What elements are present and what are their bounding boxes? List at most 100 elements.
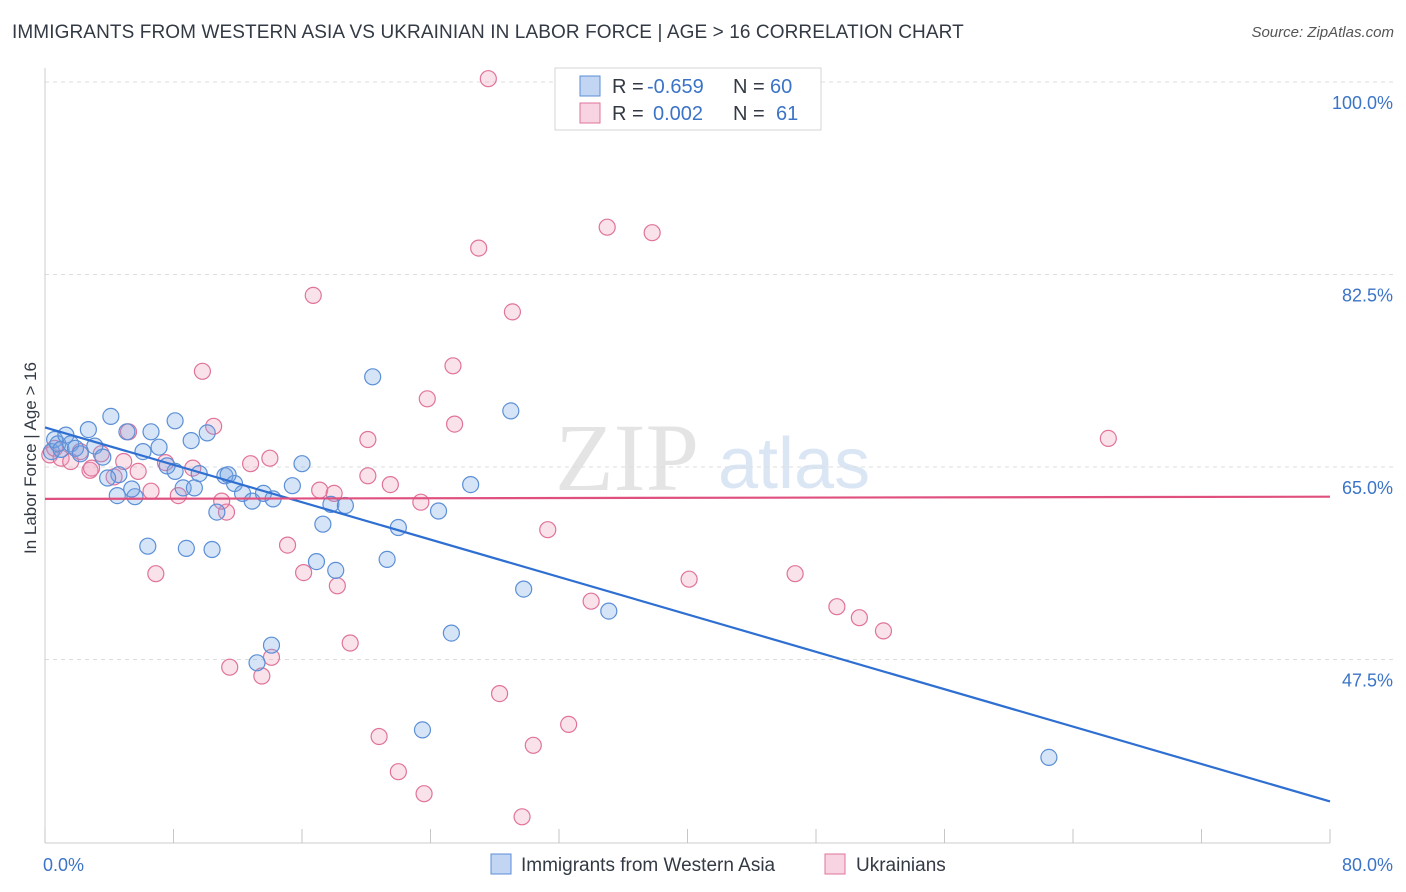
point-ukrainians (253, 667, 271, 685)
point-ukrainians (874, 622, 893, 640)
point-ukrainians (786, 565, 804, 583)
watermark-zip: ZIP (555, 404, 699, 511)
point-ukrainians (359, 430, 377, 449)
point-ukrainians (643, 224, 661, 242)
point-western-asia (185, 479, 203, 497)
point-ukrainians (490, 684, 509, 703)
point-western-asia (293, 455, 311, 473)
point-western-asia (307, 552, 326, 571)
chart-title: IMMIGRANTS FROM WESTERN ASIA VS UKRAINIA… (12, 22, 964, 43)
point-western-asia (314, 515, 332, 533)
point-western-asia (364, 368, 382, 386)
point-ukrainians (278, 536, 297, 554)
point-ukrainians (82, 459, 101, 477)
point-western-asia (142, 423, 160, 441)
point-western-asia (123, 480, 141, 498)
point-western-asia (150, 438, 168, 456)
point-ukrainians (503, 303, 522, 321)
legend-swatch-ukrainians (824, 853, 846, 875)
legend-n-label-1: N = (733, 76, 765, 98)
point-ukrainians (1099, 429, 1117, 447)
point-western-asia (336, 496, 354, 515)
y-tick-label: 65.0% (1342, 478, 1393, 498)
axes: 100.0% 82.5% 65.0% 47.5% 0.0% 80.0% (43, 68, 1393, 875)
trend-line-ukrainians (44, 495, 1331, 500)
point-ukrainians (524, 736, 542, 754)
point-ukrainians (304, 286, 322, 304)
legend-n-value-2: 61 (776, 103, 798, 125)
source-label: Source: ZipAtlas.com (1251, 24, 1394, 41)
point-ukrainians (193, 362, 212, 380)
legend-r-value-1: -0.659 (647, 76, 704, 98)
point-ukrainians (341, 634, 359, 652)
point-ukrainians (359, 467, 377, 485)
point-western-asia (166, 412, 184, 430)
point-western-asia (378, 550, 396, 569)
point-western-asia (429, 502, 448, 520)
trend-lines (44, 426, 1331, 803)
point-western-asia (1040, 748, 1058, 767)
watermark-atlas: atlas (718, 424, 870, 504)
point-western-asia (248, 654, 266, 672)
point-ukrainians (311, 481, 329, 499)
point-ukrainians (328, 577, 346, 595)
series-western-asia (42, 368, 1058, 767)
point-western-asia (102, 407, 120, 425)
point-ukrainians (261, 449, 279, 467)
y-tick-label: 47.5% (1342, 671, 1393, 691)
legend-n-label-2: N = (733, 103, 765, 125)
point-western-asia (413, 721, 432, 739)
x-tick-label: 80.0% (1342, 855, 1393, 875)
legend-swatch-blue (579, 75, 601, 97)
legend-swatch-pink (579, 102, 601, 124)
point-ukrainians (295, 563, 313, 582)
point-ukrainians (680, 570, 698, 588)
point-western-asia (139, 537, 157, 555)
point-ukrainians (418, 390, 436, 408)
point-ukrainians (479, 70, 497, 88)
x-tick-label: 0.0% (43, 855, 84, 875)
point-western-asia (462, 476, 480, 494)
point-ukrainians (213, 492, 231, 510)
point-ukrainians (115, 452, 133, 471)
point-western-asia (79, 421, 97, 439)
gridlines (45, 81, 1395, 660)
legend-r-label-2: R = (612, 103, 644, 125)
point-western-asia (203, 540, 221, 559)
point-western-asia (283, 477, 301, 495)
point-western-asia (198, 424, 216, 442)
series-legend: Immigrants from Western Asia Ukrainians (490, 853, 946, 876)
point-ukrainians (470, 239, 488, 257)
point-ukrainians (582, 592, 600, 610)
point-ukrainians (142, 482, 160, 500)
point-western-asia (515, 580, 533, 598)
point-ukrainians (129, 462, 147, 480)
point-ukrainians (445, 415, 464, 433)
point-ukrainians (381, 476, 399, 494)
point-ukrainians (513, 808, 531, 826)
point-ukrainians (52, 449, 70, 467)
point-western-asia (66, 439, 85, 457)
point-western-asia (182, 432, 200, 450)
point-ukrainians (444, 357, 462, 375)
point-ukrainians (560, 715, 578, 734)
point-ukrainians (828, 598, 846, 616)
point-ukrainians (598, 218, 616, 236)
legend-label-ukrainians: Ukrainians (856, 855, 946, 876)
point-ukrainians (539, 521, 557, 539)
point-western-asia (208, 503, 226, 521)
point-western-asia (262, 636, 281, 654)
y-tick-label: 82.5% (1342, 286, 1393, 306)
point-western-asia (71, 445, 89, 463)
point-western-asia (110, 466, 128, 484)
point-ukrainians (370, 727, 388, 746)
point-western-asia (327, 561, 345, 580)
point-western-asia (94, 448, 112, 466)
point-western-asia (99, 469, 117, 487)
point-ukrainians (412, 493, 430, 511)
point-ukrainians (415, 785, 433, 803)
legend-r-label-1: R = (612, 76, 644, 98)
legend-swatch-western-asia (490, 853, 512, 875)
point-ukrainians (389, 763, 407, 781)
